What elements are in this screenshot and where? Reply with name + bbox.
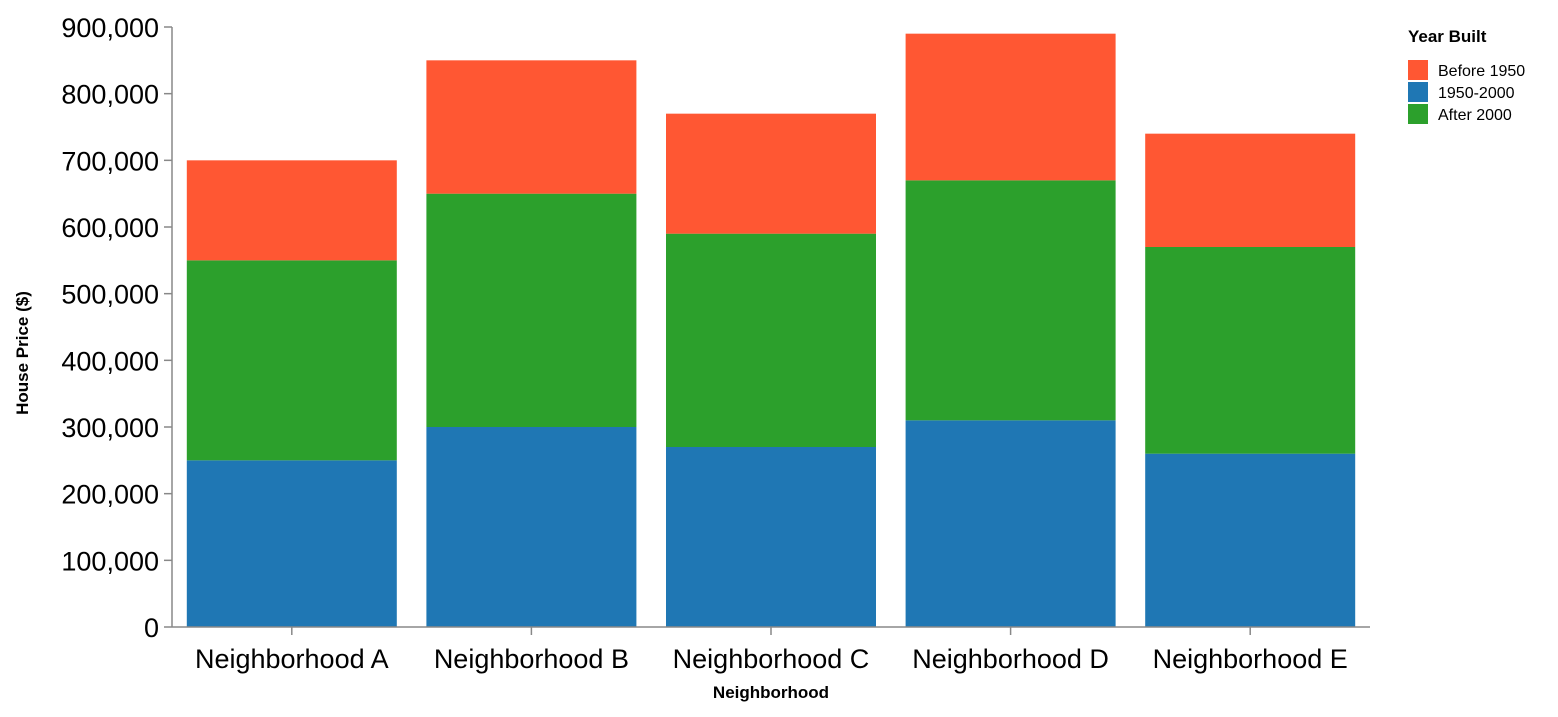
legend-title: Year Built xyxy=(1408,27,1487,46)
legend-entries: Before 1950 1950-2000 After 2000 xyxy=(1408,60,1525,124)
legend: Year Built Before 1950 1950-2000 After 200… xyxy=(1408,27,1525,124)
bar-segment-e-series-1 xyxy=(1145,453,1356,627)
bar-segment-c-series-2 xyxy=(666,233,876,447)
bar-segment-b-series-2 xyxy=(426,193,637,427)
legend-label: After 2000 xyxy=(1438,107,1512,124)
x-axis-title: Neighborhood xyxy=(713,683,829,702)
bar-segment-a-series-2 xyxy=(186,260,397,461)
y-tick-label: 100,000 xyxy=(61,546,159,576)
y-tick-label: 300,000 xyxy=(61,413,159,443)
bar-segment-b-series-3 xyxy=(426,60,637,194)
x-tick-label: Neighborhood C xyxy=(673,644,870,674)
y-tick-label: 400,000 xyxy=(61,346,159,376)
bar-segment-c-series-3 xyxy=(666,113,876,234)
y-tick-label: 600,000 xyxy=(61,213,159,243)
x-tick-label: Neighborhood E xyxy=(1153,644,1348,674)
bar-segment-e-series-3 xyxy=(1145,133,1356,247)
legend-label: 1950-2000 xyxy=(1438,85,1515,102)
y-axis: 0 100,000 200,000 300,000 400,000 500,000 600,… xyxy=(61,13,173,643)
x-tick-label: Neighborhood B xyxy=(434,644,629,674)
y-tick-label: 500,000 xyxy=(61,280,159,310)
y-tick-label: 700,000 xyxy=(61,146,159,176)
bar-segment-e-series-2 xyxy=(1145,247,1356,454)
bar-segment-c-series-1 xyxy=(666,447,876,627)
legend-swatch xyxy=(1408,104,1428,124)
bars-layer xyxy=(186,33,1356,627)
legend-label: Before 1950 xyxy=(1438,63,1525,80)
bar-segment-b-series-1 xyxy=(426,427,637,627)
bar-segment-d-series-3 xyxy=(905,33,1116,181)
y-tick-label: 900,000 xyxy=(61,13,159,43)
bar-segment-d-series-2 xyxy=(905,180,1116,421)
bar-segment-a-series-1 xyxy=(186,460,397,627)
y-axis-title: House Price ($) xyxy=(13,291,32,415)
y-tick-label: 0 xyxy=(144,613,159,643)
y-tick-label: 800,000 xyxy=(61,80,159,110)
legend-swatch xyxy=(1408,82,1428,102)
x-tick-label: Neighborhood D xyxy=(912,644,1109,674)
x-tick-label: Neighborhood A xyxy=(195,644,389,674)
bar-segment-a-series-3 xyxy=(186,160,397,261)
y-tick-label: 200,000 xyxy=(61,480,159,510)
bar-segment-d-series-1 xyxy=(905,420,1116,627)
x-axis: Neighborhood A Neighborhood B Neighborhood… xyxy=(172,626,1370,674)
legend-swatch xyxy=(1408,60,1428,80)
